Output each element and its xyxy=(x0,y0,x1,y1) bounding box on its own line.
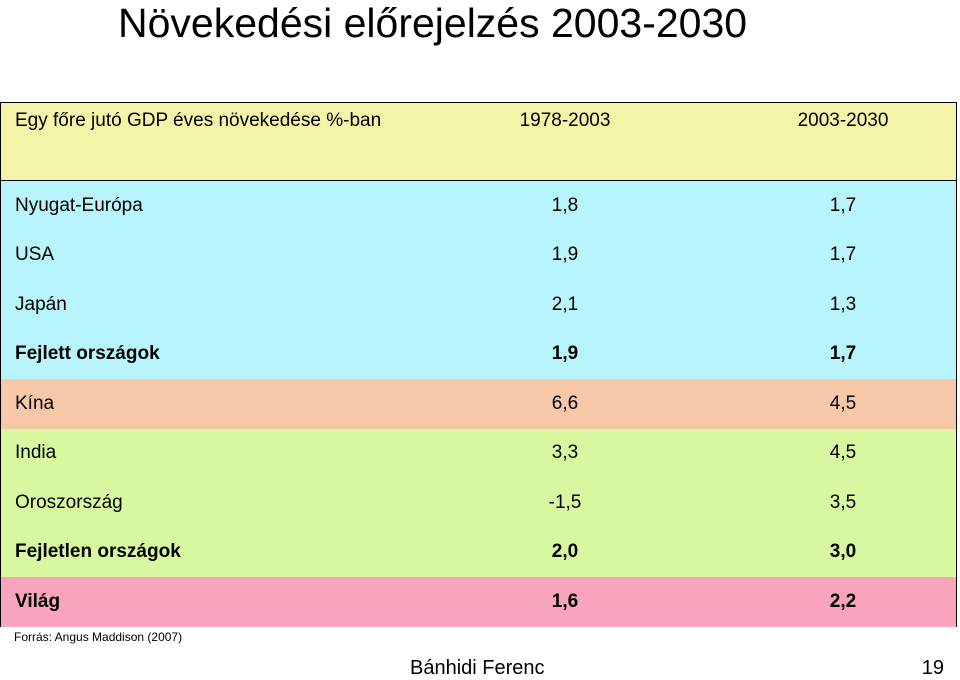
value-1978-2003: 2,0 xyxy=(551,541,579,563)
row-label: Fejlett országok xyxy=(15,343,160,365)
value-2003-2030: 1,7 xyxy=(829,343,857,365)
page-number: 19 xyxy=(921,657,944,679)
header-col-2003-2030: 2003-2030 xyxy=(797,110,889,131)
row-label: Világ xyxy=(15,590,61,612)
value-2003-2030: 4,5 xyxy=(829,442,857,464)
table-row: Kína 6,6 4,5 xyxy=(1,379,956,429)
source-note: Forrás: Angus Maddison (2007) xyxy=(14,630,183,644)
table-row: Világ 1,6 2,2 xyxy=(1,577,956,627)
value-1978-2003: -1,5 xyxy=(548,491,582,513)
value-2003-2030: 3,5 xyxy=(829,491,857,513)
value-1978-2003: 6,6 xyxy=(551,392,579,414)
growth-table: Egy főre jutó GDP éves növekedése %-ban … xyxy=(0,102,957,627)
row-label: Kína xyxy=(15,392,55,414)
row-label: Fejletlen országok xyxy=(15,541,181,563)
table-header: Egy főre jutó GDP éves növekedése %-ban … xyxy=(1,103,956,181)
table-row: Fejlett országok 1,9 1,7 xyxy=(1,329,956,379)
value-2003-2030: 2,2 xyxy=(829,590,857,612)
table-row: Fejletlen országok 2,0 3,0 xyxy=(1,527,956,577)
header-col-1978-2003: 1978-2003 xyxy=(519,110,611,131)
value-2003-2030: 3,0 xyxy=(829,541,857,563)
value-1978-2003: 1,8 xyxy=(551,194,579,216)
table-row: USA 1,9 1,7 xyxy=(1,230,956,280)
row-label: USA xyxy=(15,244,55,266)
row-label: Japán xyxy=(15,293,67,315)
author-name: Bánhidi Ferenc xyxy=(410,657,545,679)
table-row: Nyugat-Európa 1,8 1,7 xyxy=(1,181,956,231)
value-1978-2003: 1,9 xyxy=(551,343,579,365)
value-1978-2003: 1,6 xyxy=(551,590,579,612)
value-1978-2003: 3,3 xyxy=(551,442,579,464)
row-label: India xyxy=(15,442,57,464)
value-2003-2030: 4,5 xyxy=(829,392,857,414)
page-title: Növekedési előrejelzés 2003-2030 xyxy=(118,0,748,46)
row-label: Nyugat-Európa xyxy=(15,194,143,216)
header-label: Egy főre jutó GDP éves növekedése %-ban xyxy=(15,110,382,131)
value-2003-2030: 1,3 xyxy=(829,293,857,315)
table-row: India 3,3 4,5 xyxy=(1,428,956,478)
table-row: Japán 2,1 1,3 xyxy=(1,280,956,330)
row-label: Oroszország xyxy=(15,491,123,513)
value-1978-2003: 2,1 xyxy=(551,293,579,315)
table-row: Oroszország -1,5 3,5 xyxy=(1,478,956,528)
value-1978-2003: 1,9 xyxy=(551,244,579,266)
value-2003-2030: 1,7 xyxy=(829,244,857,266)
value-2003-2030: 1,7 xyxy=(829,194,857,216)
table-body: Nyugat-Európa 1,8 1,7 USA 1,9 1,7 Japán 2,1 1,3 F… xyxy=(1,181,956,627)
